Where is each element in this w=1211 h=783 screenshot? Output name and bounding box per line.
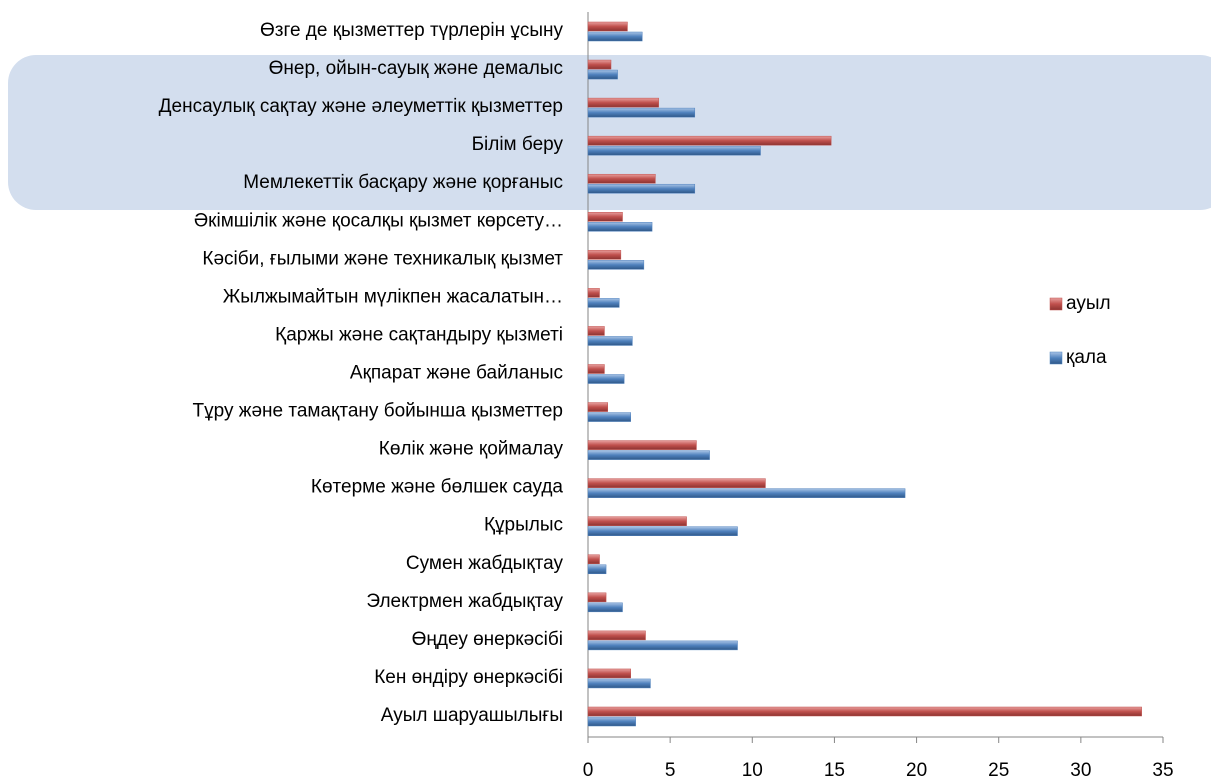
bar [587,135,832,146]
y-tick-label: Кәсіби, ғылыми және техникалық қызмет [202,248,563,269]
y-tick-label: Сумен жабдықтау [406,553,564,574]
legend-label: қала [1066,347,1107,368]
bar [587,716,636,727]
x-tick-label: 5 [665,760,676,781]
y-tick-label: Көлік және қоймалау [379,439,564,460]
bar [587,668,631,679]
bar [587,516,687,526]
bar [587,564,607,575]
x-tick-label: 25 [988,760,1009,781]
bar [587,678,651,689]
y-tick-label: Тұру және тамақтану бойынша қызметтер [193,401,563,422]
bar [587,402,608,412]
legend-label: ауыл [1066,293,1111,314]
highlight-band [8,55,1211,210]
bar [587,21,628,32]
bar [587,640,738,651]
bar [587,706,1142,717]
y-tick-label: Көтерме және бөлшек сауда [311,477,564,498]
bar [587,554,600,565]
bar [587,326,605,336]
bar [587,288,600,298]
y-tick-label: Электрмен жабдықтау [366,591,563,612]
bar [587,440,697,450]
legend-swatch [1049,351,1063,365]
bar [587,412,631,422]
bar [587,31,643,42]
x-tick-label: 0 [583,760,594,781]
y-tick-label: Қаржы және сақтандыру қызметі [275,324,563,345]
bar [587,630,646,641]
bar [587,526,738,536]
bar [587,298,620,308]
bar [587,488,906,498]
bar [587,602,623,613]
bar [587,336,633,346]
bar [587,450,710,460]
x-tick-label: 20 [906,760,927,781]
bar [587,364,605,374]
x-tick-label: 10 [742,760,763,781]
bar [587,592,607,603]
bar [587,250,622,260]
x-tick-label: 30 [1070,760,1091,781]
y-tick-label: Өнер, ойын-сауық және демалыс [269,58,563,79]
y-tick-label: Мемлекеттік басқару және қорғаныс [243,172,563,193]
x-tick-label: 35 [1152,760,1173,781]
y-tick-label: Өңдеу өнеркәсібі [412,629,563,650]
bar [587,212,623,222]
bar [587,478,766,488]
bar [587,97,659,108]
y-tick-label: Жылжымайтын мүлікпен жасалатын… [223,286,563,307]
bar [587,69,618,80]
bar [587,183,696,194]
y-tick-label: Ауыл шаруашылығы [381,705,563,726]
y-tick-label: Кен өндіру өнеркәсібі [374,667,563,688]
y-tick-label: Ақпарат және байланыс [350,363,563,384]
bar [587,260,645,270]
y-tick-label: Әкімшілік және қосалқы қызмет көрсету… [194,210,563,231]
y-tick-label: Құрылыс [484,515,563,536]
legend-swatch [1049,297,1063,311]
y-tick-label: Денсаулық сақтау және әлеуметтік қызметт… [159,96,563,117]
bar [587,173,656,184]
y-tick-label: Білім беру [472,134,564,155]
x-tick-label: 15 [824,760,845,781]
bar [587,374,625,384]
bar [587,107,696,118]
bar [587,145,761,156]
y-tick-label: Өзге де қызметтер түрлерін ұсыну [260,20,564,41]
bar [587,222,653,232]
bar [587,59,612,70]
